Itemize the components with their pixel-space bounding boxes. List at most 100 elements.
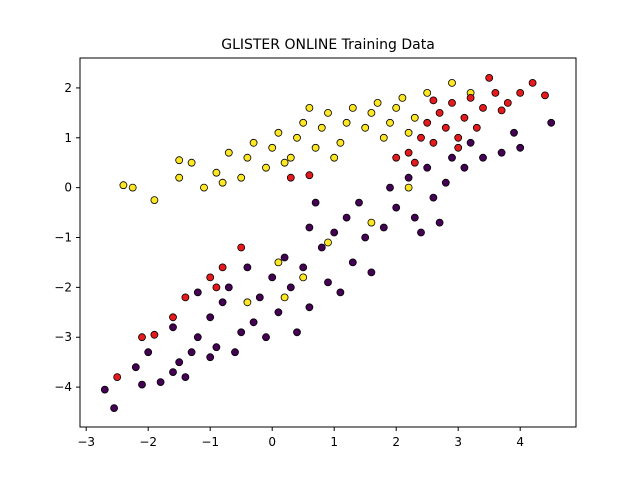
data-point (274, 308, 283, 317)
data-point (392, 104, 401, 112)
data-point (485, 74, 494, 82)
data-point (336, 138, 345, 147)
data-point (516, 143, 525, 152)
data-point (119, 181, 128, 190)
data-point (547, 118, 556, 127)
data-point (423, 118, 432, 127)
data-point (541, 91, 549, 100)
data-point (169, 313, 177, 322)
data-point (324, 278, 332, 287)
data-point (330, 153, 339, 162)
data-point (386, 118, 394, 127)
data-point (491, 89, 500, 97)
data-point (367, 218, 376, 227)
data-point (423, 163, 432, 172)
data-point (212, 343, 221, 352)
data-point (460, 113, 469, 122)
data-point (237, 173, 246, 182)
data-point (286, 283, 295, 292)
y-tick-label: −1 (54, 231, 72, 245)
data-point (466, 138, 475, 147)
data-point (206, 313, 215, 322)
data-point (479, 153, 487, 162)
data-point (460, 163, 469, 172)
x-tick-label: 1 (330, 435, 338, 449)
data-point (262, 333, 270, 342)
data-point (379, 133, 388, 142)
data-point (423, 89, 432, 97)
chart-title: GLISTER ONLINE Training Data (221, 37, 435, 53)
data-point (435, 218, 444, 227)
data-point (448, 153, 456, 162)
x-tick-label: −2 (139, 435, 157, 449)
y-tick-label: 2 (64, 81, 72, 95)
data-point (280, 293, 289, 302)
data-point (448, 99, 456, 107)
data-point (410, 158, 419, 167)
data-point (100, 385, 109, 394)
data-point (286, 153, 295, 162)
data-point (150, 330, 159, 339)
data-point (150, 196, 159, 205)
data-point (200, 183, 208, 192)
data-point (175, 156, 184, 165)
data-point (373, 99, 382, 107)
data-point (324, 109, 332, 117)
data-point (367, 109, 376, 117)
data-point (169, 368, 177, 377)
data-point (268, 143, 277, 152)
data-point (324, 238, 332, 247)
data-point (305, 171, 314, 180)
y-tick-label: 1 (64, 131, 72, 145)
data-point (280, 253, 289, 262)
data-point (497, 106, 506, 115)
data-point (206, 353, 215, 362)
x-tick-label: −1 (201, 435, 219, 449)
data-point (305, 223, 314, 232)
data-point (110, 404, 118, 413)
data-point (528, 79, 537, 87)
data-point (243, 298, 252, 307)
data-point (243, 153, 252, 162)
data-point (398, 94, 407, 102)
data-point (479, 104, 487, 112)
data-point (249, 138, 258, 147)
data-point (336, 288, 345, 297)
plot-points (100, 74, 556, 413)
data-point (497, 148, 506, 157)
data-point (441, 178, 450, 187)
data-point (330, 228, 339, 237)
data-point (169, 323, 177, 332)
data-point (218, 263, 227, 272)
data-point (429, 96, 438, 105)
data-point (138, 380, 146, 389)
data-point (348, 104, 357, 112)
data-point (392, 153, 401, 162)
data-point (342, 213, 351, 222)
plot-frame (79, 57, 577, 428)
data-point (193, 333, 202, 342)
data-point (187, 348, 196, 357)
data-point (348, 258, 357, 267)
data-point (367, 268, 376, 277)
data-point (237, 243, 246, 252)
data-point (175, 358, 184, 367)
data-point (212, 283, 221, 292)
data-point (274, 128, 283, 137)
data-point (138, 333, 146, 342)
data-point (181, 293, 190, 302)
x-axis: −3 −2 −1 0 1 2 3 4 (77, 427, 524, 449)
data-point (342, 118, 351, 127)
data-point (237, 328, 246, 337)
data-point (293, 328, 301, 337)
data-point (404, 183, 413, 192)
data-point (361, 123, 370, 132)
x-tick-label: 4 (516, 435, 524, 449)
data-point (417, 133, 425, 142)
data-point (187, 158, 196, 167)
data-point (472, 123, 481, 132)
data-point (503, 99, 512, 107)
y-tick-label: 0 (64, 181, 72, 195)
data-point (274, 258, 283, 267)
